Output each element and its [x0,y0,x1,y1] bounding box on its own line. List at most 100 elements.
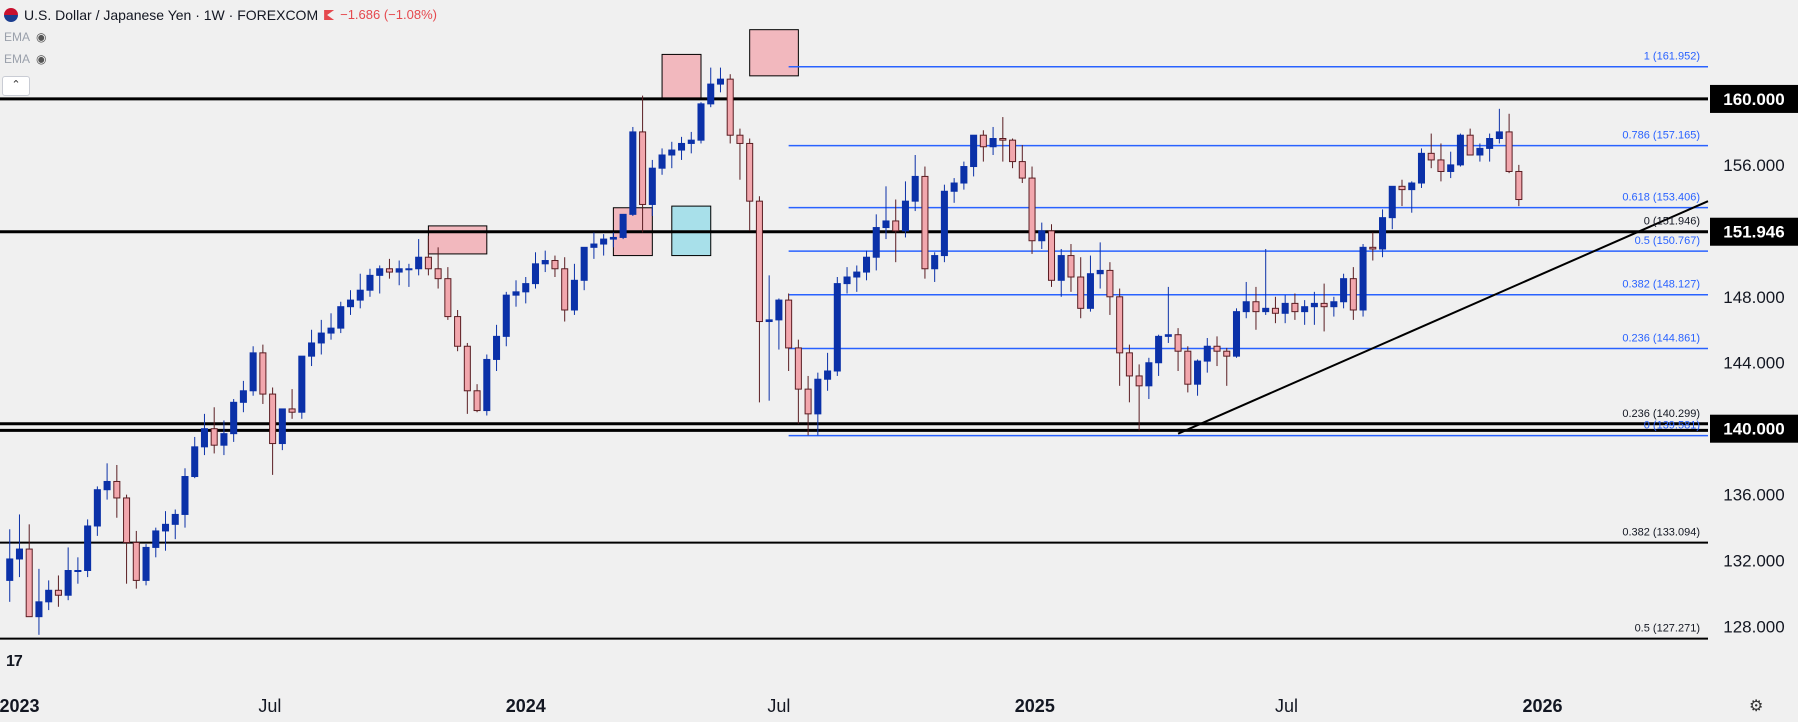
candle-body [590,243,598,248]
candle-body [1125,352,1133,377]
candle-body [1223,350,1231,357]
candle-body [911,175,919,202]
candle-body [424,256,432,270]
candle-body [1476,147,1484,156]
candle-body [473,390,481,412]
indicator-row-ema-2[interactable]: EMA ◉ [4,48,437,70]
candle-body [814,378,822,415]
candle-body [327,327,335,334]
candle-body [200,428,208,448]
candle-body [1213,345,1221,352]
candle-body [434,268,442,280]
fib-label: 0 (139.581) [1644,420,1700,432]
candle-body [1096,269,1104,275]
candle-body [220,433,228,446]
candle-body [901,200,909,232]
candle-body [239,390,247,403]
symbol-row[interactable]: U.S. Dollar / Japanese Yen · 1W · FOREXC… [4,4,437,26]
candle-body [54,589,62,596]
price-axis: 128.000 132.000 136.000 140.000 144.000 148.0… [1710,0,1798,722]
fib-label: 0.786 (157.165) [1622,130,1700,142]
candle-body [1427,152,1435,161]
candle-body [1359,246,1367,311]
candle-body [15,548,23,560]
candle-body [1505,131,1513,172]
candle-body [230,401,238,435]
eye-hidden-icon[interactable]: ◉ [36,52,47,66]
price-tick-label: 156.000 [1723,156,1784,175]
time-tick-label: Jul [1275,696,1298,716]
collapse-legend-button[interactable]: ⌃ [2,76,30,96]
fib-label: 0 (151.946) [1644,216,1700,228]
zone-rect [749,29,799,77]
candle-body [950,182,958,192]
fib-labels: 1 (161.952) 0.786 (157.165) 0.618 (153.406… [1622,51,1700,635]
flag-marker-icon [324,10,335,20]
candle-body [648,167,656,205]
level-label: 0.382 (133.094) [1622,527,1700,539]
chevron-up-icon: ⌃ [11,79,21,91]
candle-body [298,355,306,413]
candle-body [493,335,501,360]
candle-body [84,525,92,572]
price-tag: 140.000 [1723,420,1784,439]
tradingview-logo[interactable]: 17 [6,653,23,670]
level-label: 0.5 (127.271) [1635,623,1700,635]
eye-hidden-icon[interactable]: ◉ [36,30,47,44]
usd-jpy-flag-icon [4,8,18,22]
candle-body [1203,345,1211,362]
price-tick-label: 148.000 [1723,288,1784,307]
candle-body [892,220,900,232]
candle-body [1466,134,1474,156]
candle-body [726,78,734,136]
candle-body [697,103,705,141]
price-tick-label: 132.000 [1723,552,1784,571]
indicator-row-ema-1[interactable]: EMA ◉ [4,26,437,48]
candle-body [1301,306,1309,313]
candle-body [658,154,666,169]
candle-body [454,316,462,347]
candle-body [580,246,588,281]
candle-body [463,345,471,392]
candle-body [1310,302,1318,308]
indicator-label-ema: EMA [4,52,31,66]
candle-body [804,388,812,415]
candle-body [629,131,637,215]
candle-body [1495,131,1503,140]
candle-body [1379,217,1387,250]
candle-body [609,236,617,240]
candle-body [308,342,316,357]
settings-gear-icon[interactable]: ⚙ [1749,698,1764,715]
candle-body [960,166,968,184]
time-tick-label: Jul [767,696,790,716]
candle-body [395,268,403,273]
candle-body [843,276,851,285]
time-tick-label: 2026 [1522,696,1562,716]
candle-body [161,523,170,532]
fib-label: 0.618 (153.406) [1622,192,1700,204]
candle-body [862,256,871,273]
price-tag-bg [1710,217,1798,246]
candle-body [765,319,773,323]
candle-body [249,352,257,392]
candle-body [833,283,841,372]
candle-body [444,278,452,318]
candle-body [181,476,189,515]
candle-body [931,255,939,270]
candle-body [93,489,101,527]
candle-body [1232,311,1241,357]
price-tag-bg [1710,84,1798,113]
candlestick-series [6,67,1523,635]
zone-rect [661,53,702,100]
candle-body [269,393,277,445]
price-tick-label: 136.000 [1723,486,1784,505]
candle-body [921,175,929,270]
candle-body [259,352,267,395]
candle-body [512,291,520,296]
candle-body [385,268,393,273]
candle-body [6,558,14,581]
candle-body [522,283,530,293]
candle-body [1047,230,1056,281]
candle-body [570,279,578,311]
